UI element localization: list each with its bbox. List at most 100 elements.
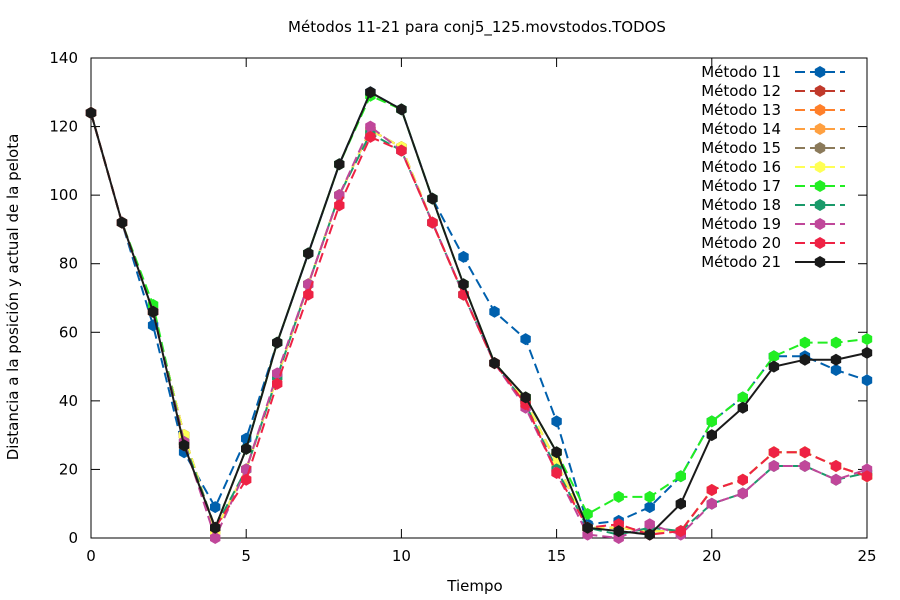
legend-label: Método 15 [701, 139, 781, 157]
data-point [706, 429, 717, 442]
legend-entry: Método 13 [701, 101, 845, 119]
chart-title: Métodos 11-21 para conj5_125.movstodos.T… [288, 18, 666, 37]
data-point [675, 525, 686, 538]
plot-frame [90, 57, 868, 539]
data-point [799, 336, 811, 349]
legend-entry: Método 18 [701, 196, 845, 214]
data-point [272, 377, 283, 390]
data-point [830, 473, 842, 486]
data-point [644, 501, 655, 514]
legend-marker [814, 161, 826, 173]
data-point [644, 528, 655, 541]
data-point [365, 120, 376, 133]
legend-entry: Método 20 [701, 234, 845, 252]
legend-label: Método 12 [701, 82, 781, 100]
y-tick-label: 0 [68, 529, 78, 547]
y-tick-label: 140 [49, 49, 78, 67]
legend-marker [814, 218, 826, 230]
data-point [520, 333, 531, 346]
legend-label: Método 11 [701, 63, 781, 81]
data-point [675, 470, 686, 483]
data-point [861, 346, 873, 359]
legend-label: Método 17 [701, 177, 781, 195]
data-point [303, 288, 314, 301]
legend-marker [814, 180, 826, 192]
legend-marker [814, 237, 826, 249]
axes: 0 20 40 60 80 100 120 140 0 5 10 15 20 25 [49, 49, 876, 565]
data-point [830, 336, 842, 349]
x-tick-label: 15 [547, 547, 566, 565]
data-point [210, 501, 221, 514]
legend-marker [814, 85, 826, 97]
data-point [210, 521, 221, 534]
series-11 [85, 86, 873, 541]
legend-label: Método 19 [701, 215, 781, 233]
legend-label: Método 20 [701, 234, 781, 252]
x-tick-label: 25 [857, 547, 876, 565]
data-point [551, 466, 562, 479]
series-line [90, 90, 868, 526]
data-point [458, 278, 469, 291]
data-point [116, 216, 128, 229]
legend-label: Método 13 [701, 101, 781, 119]
data-point [272, 336, 283, 349]
legend-marker [814, 123, 826, 135]
data-point [85, 106, 97, 119]
y-tick-label: 120 [49, 118, 78, 136]
data-point [644, 518, 655, 531]
legend-marker [814, 142, 826, 154]
data-point [799, 353, 811, 366]
data-point [241, 473, 252, 486]
data-point [861, 470, 873, 483]
plot-area [85, 86, 873, 544]
legend-marker [814, 104, 826, 116]
legend-label: Método 16 [701, 158, 781, 176]
data-point [799, 460, 811, 472]
data-point [737, 473, 748, 486]
data-point [768, 350, 780, 363]
x-tick-label: 20 [702, 547, 721, 565]
legend-entry: Método 19 [701, 215, 845, 233]
data-point [427, 192, 438, 205]
legend-marker [814, 256, 826, 268]
data-point [768, 446, 780, 459]
legend-entry: Método 11 [701, 63, 845, 81]
data-point [365, 130, 376, 143]
legend-label: Método 21 [701, 253, 781, 271]
x-tick-label: 10 [392, 547, 411, 565]
data-point [365, 86, 376, 99]
legend-entry: Método 12 [701, 82, 845, 100]
data-point [613, 525, 624, 538]
data-point [458, 250, 469, 263]
data-point [551, 415, 562, 428]
data-point [520, 391, 531, 404]
data-point [830, 460, 842, 472]
data-point [303, 247, 314, 260]
x-tick-label: 0 [86, 547, 96, 565]
data-point [147, 305, 159, 318]
data-point [737, 391, 748, 404]
data-point [396, 144, 407, 157]
data-point [178, 439, 190, 452]
data-point [334, 158, 345, 171]
data-point [861, 333, 873, 346]
legend-entry: Método 14 [701, 120, 845, 138]
data-point [582, 521, 593, 534]
data-point [489, 357, 500, 370]
data-point [210, 532, 221, 544]
data-point [489, 305, 500, 318]
data-point [644, 490, 655, 503]
data-point [427, 216, 438, 229]
data-point [737, 401, 748, 414]
x-axis-label: Tiempo [446, 577, 502, 595]
data-point [830, 353, 842, 366]
data-point [830, 364, 842, 376]
legend-entry: Método 15 [701, 139, 845, 157]
data-point [768, 360, 780, 373]
data-point [241, 442, 252, 455]
y-tick-label: 80 [59, 255, 78, 273]
data-point [272, 367, 283, 380]
data-point [675, 497, 686, 510]
data-point [706, 415, 717, 428]
